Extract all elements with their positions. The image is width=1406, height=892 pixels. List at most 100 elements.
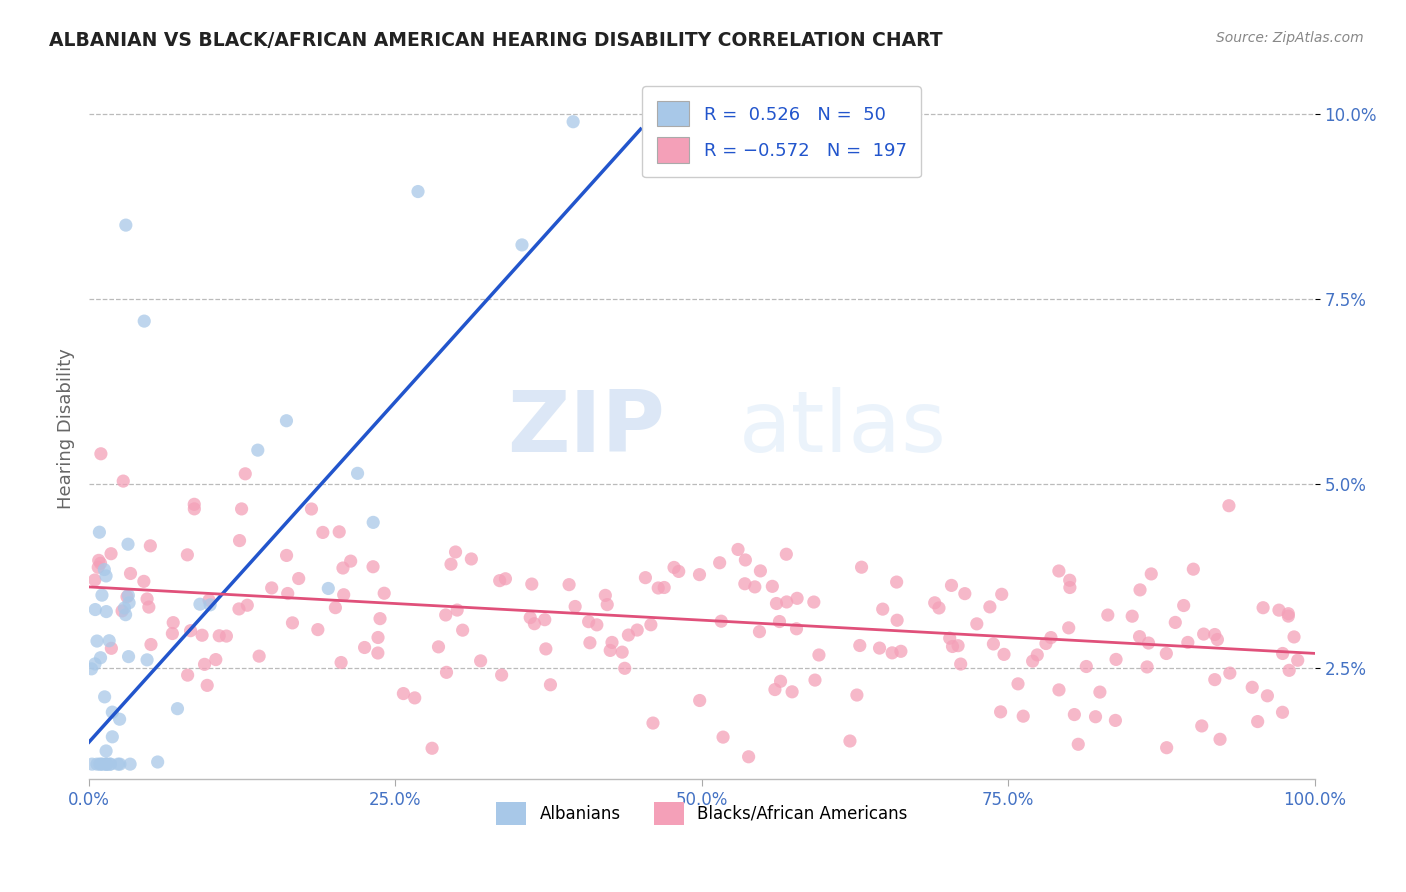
Point: [1067, 737, 1090, 751]
Point: [446, 603, 468, 617]
Point: [176, 548, 198, 562]
Point: [420, 741, 443, 756]
Point: [136, 653, 159, 667]
Point: [215, 629, 238, 643]
Point: [748, 624, 770, 639]
Text: ZIP: ZIP: [508, 386, 665, 470]
Point: [640, 617, 662, 632]
Text: ALBANIAN VS BLACK/AFRICAN AMERICAN HEARING DISABILITY CORRELATION CHART: ALBANIAN VS BLACK/AFRICAN AMERICAN HEARI…: [49, 31, 943, 50]
Point: [488, 574, 510, 588]
Point: [1097, 608, 1119, 623]
Point: [617, 628, 640, 642]
Point: [534, 641, 557, 656]
Point: [1204, 627, 1226, 641]
Point: [188, 597, 211, 611]
Point: [91, 588, 114, 602]
Point: [332, 561, 354, 575]
Point: [626, 623, 648, 637]
Point: [1246, 714, 1268, 729]
Point: [776, 595, 799, 609]
Point: [510, 238, 533, 252]
Point: [1256, 689, 1278, 703]
Point: [953, 587, 976, 601]
Point: [1137, 636, 1160, 650]
Point: [807, 648, 830, 662]
Point: [579, 636, 602, 650]
Point: [328, 524, 350, 539]
Point: [520, 577, 543, 591]
Point: [108, 712, 131, 726]
Point: [1191, 719, 1213, 733]
Point: [585, 618, 607, 632]
Point: [689, 567, 711, 582]
Point: [1059, 581, 1081, 595]
Point: [949, 657, 972, 671]
Point: [138, 600, 160, 615]
Point: [1088, 685, 1111, 699]
Point: [749, 564, 772, 578]
Point: [1156, 647, 1178, 661]
Point: [946, 639, 969, 653]
Point: [93, 563, 115, 577]
Point: [96, 605, 118, 619]
Point: [434, 607, 457, 622]
Point: [540, 678, 562, 692]
Point: [86, 757, 108, 772]
Point: [1219, 666, 1241, 681]
Point: [613, 661, 636, 675]
Point: [112, 474, 135, 488]
Point: [117, 649, 139, 664]
Point: [100, 757, 122, 772]
Point: [100, 547, 122, 561]
Point: [533, 613, 555, 627]
Point: [652, 581, 675, 595]
Point: [1206, 632, 1229, 647]
Point: [519, 610, 541, 624]
Point: [1204, 673, 1226, 687]
Point: [108, 757, 131, 772]
Point: [769, 674, 792, 689]
Point: [96, 757, 118, 772]
Point: [233, 467, 256, 481]
Point: [134, 314, 156, 328]
Point: [84, 657, 107, 671]
Point: [451, 623, 474, 637]
Point: [98, 757, 121, 772]
Point: [711, 730, 734, 744]
Point: [332, 588, 354, 602]
Point: [1021, 654, 1043, 668]
Point: [1121, 609, 1143, 624]
Point: [132, 574, 155, 589]
Point: [886, 575, 908, 590]
Point: [710, 614, 733, 628]
Point: [90, 650, 112, 665]
Point: [183, 497, 205, 511]
Point: [318, 582, 340, 596]
Point: [1059, 574, 1081, 588]
Point: [1136, 660, 1159, 674]
Point: [176, 668, 198, 682]
Point: [761, 579, 783, 593]
Point: [90, 447, 112, 461]
Point: [86, 634, 108, 648]
Point: [775, 547, 797, 561]
Point: [1173, 599, 1195, 613]
Point: [1277, 609, 1299, 624]
Point: [1218, 499, 1240, 513]
Point: [600, 635, 623, 649]
Point: [111, 604, 134, 618]
Point: [1286, 653, 1309, 667]
Point: [744, 580, 766, 594]
Point: [1241, 681, 1264, 695]
Point: [101, 705, 124, 719]
Point: [562, 114, 585, 128]
Point: [1035, 636, 1057, 650]
Point: [87, 560, 110, 574]
Point: [804, 673, 827, 687]
Point: [1104, 714, 1126, 728]
Point: [146, 755, 169, 769]
Point: [596, 598, 619, 612]
Y-axis label: Hearing Disability: Hearing Disability: [58, 348, 75, 508]
Point: [83, 573, 105, 587]
Text: atlas: atlas: [738, 386, 946, 470]
